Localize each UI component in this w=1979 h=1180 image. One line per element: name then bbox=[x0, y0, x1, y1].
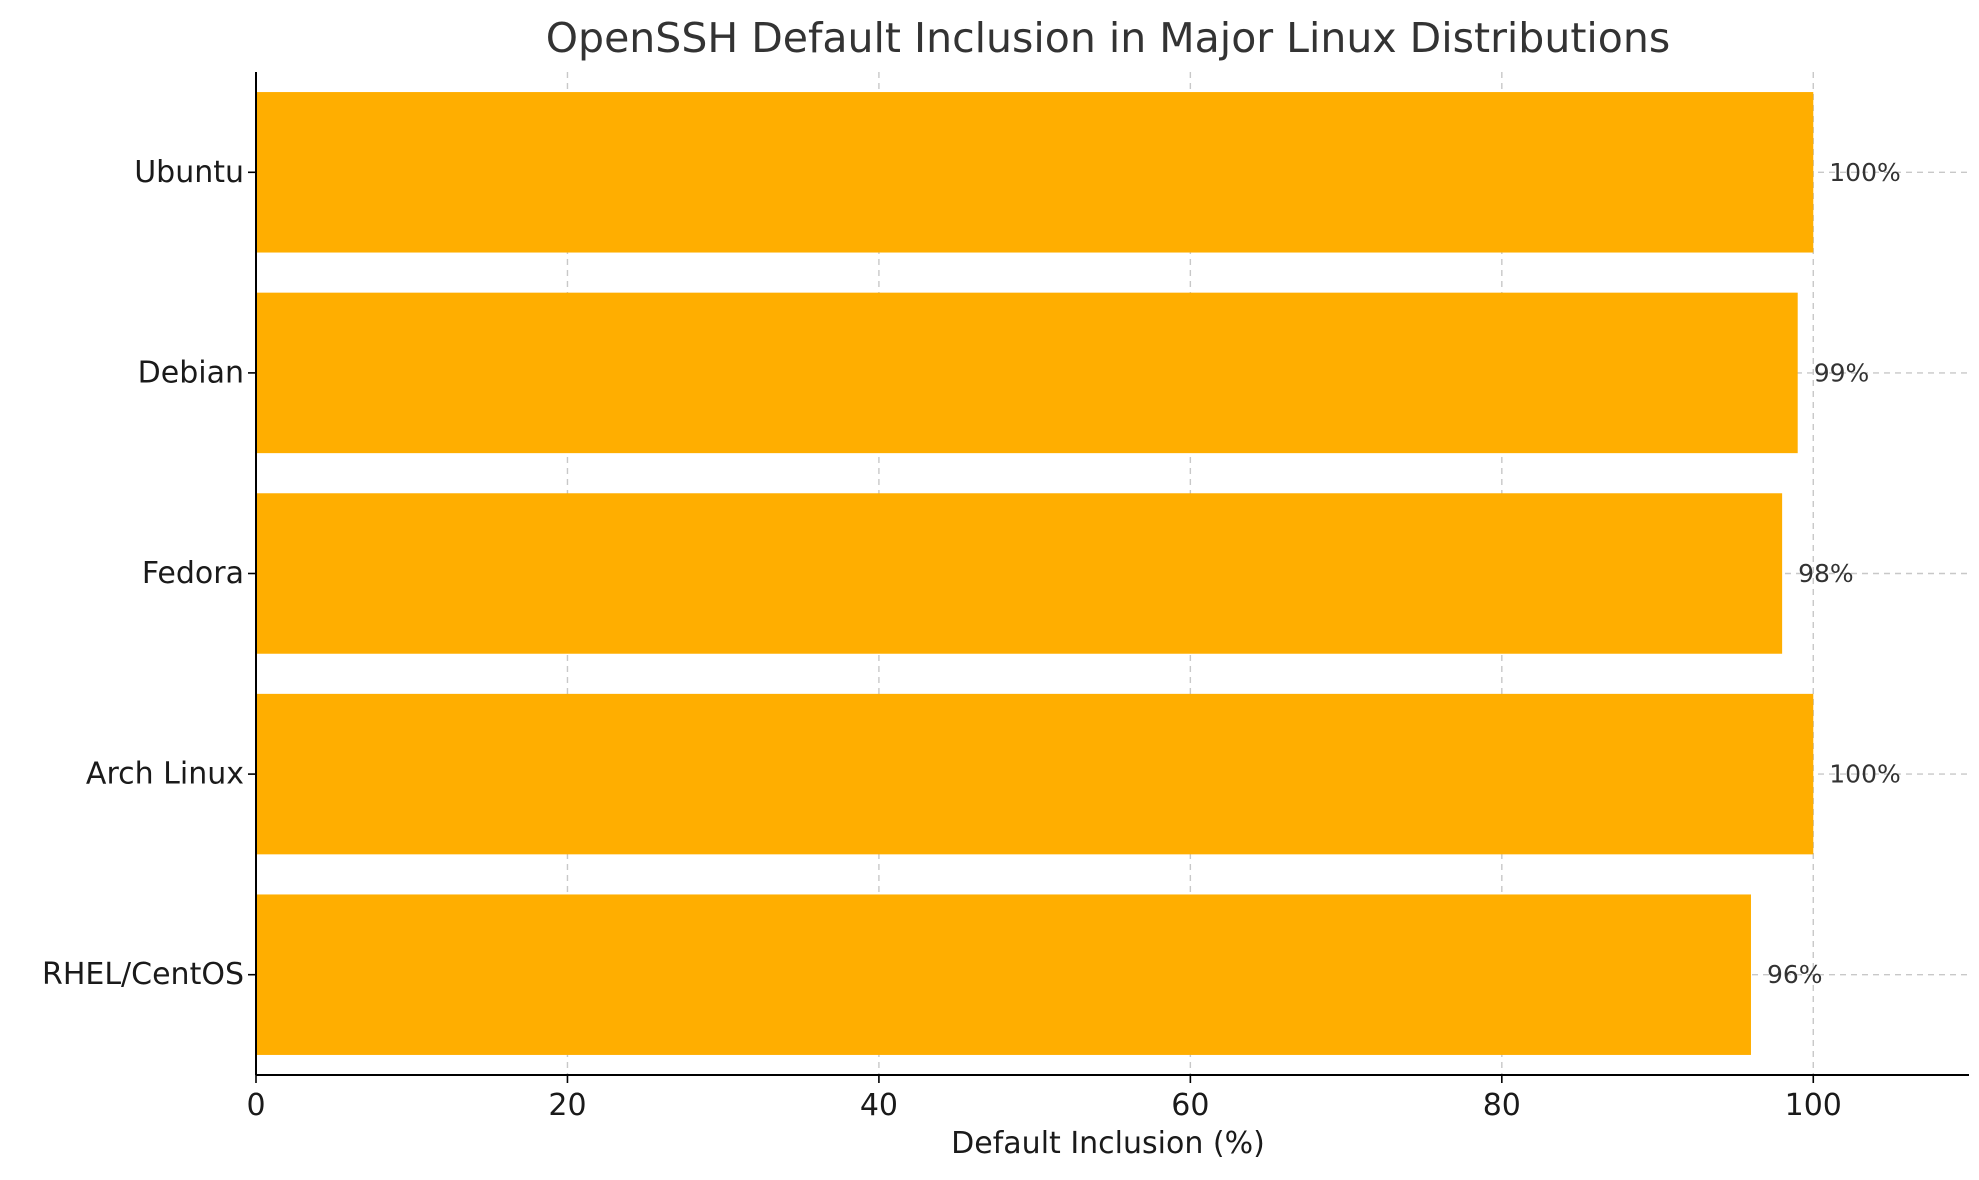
category-label-2: Fedora bbox=[142, 556, 244, 591]
x-tick-label-4: 80 bbox=[1483, 1088, 1521, 1123]
bar-2 bbox=[256, 493, 1783, 654]
bar-3 bbox=[256, 693, 1814, 855]
x-tick-label-0: 0 bbox=[246, 1088, 265, 1123]
x-tick-label-2: 40 bbox=[860, 1088, 898, 1123]
bar-0 bbox=[256, 92, 1814, 253]
bar-4 bbox=[256, 894, 1751, 1055]
axes bbox=[248, 72, 1969, 1083]
bar-1 bbox=[256, 292, 1798, 454]
category-label-4: RHEL/CentOS bbox=[42, 957, 244, 992]
data-label-0: 100% bbox=[1829, 158, 1900, 187]
category-label-3: Arch Linux bbox=[86, 757, 244, 792]
category-label-0: Ubuntu bbox=[134, 155, 244, 190]
labels: Ubuntu 100% Debian 99% Fedora 98% Arch Linux 10… bbox=[42, 155, 1901, 1123]
x-tick-label-5: 100 bbox=[1785, 1088, 1842, 1123]
x-tick-label-1: 20 bbox=[548, 1088, 586, 1123]
bars bbox=[256, 92, 1814, 1055]
data-label-4: 96% bbox=[1767, 960, 1823, 989]
x-tick-label-3: 60 bbox=[1171, 1088, 1209, 1123]
data-label-3: 100% bbox=[1829, 760, 1900, 789]
data-label-1: 99% bbox=[1814, 358, 1870, 387]
x-axis-label: Default Inclusion (%) bbox=[951, 1126, 1265, 1161]
chart-title: OpenSSH Default Inclusion in Major Linux… bbox=[546, 14, 1670, 62]
data-label-2: 98% bbox=[1798, 559, 1854, 588]
category-label-1: Debian bbox=[138, 355, 244, 390]
